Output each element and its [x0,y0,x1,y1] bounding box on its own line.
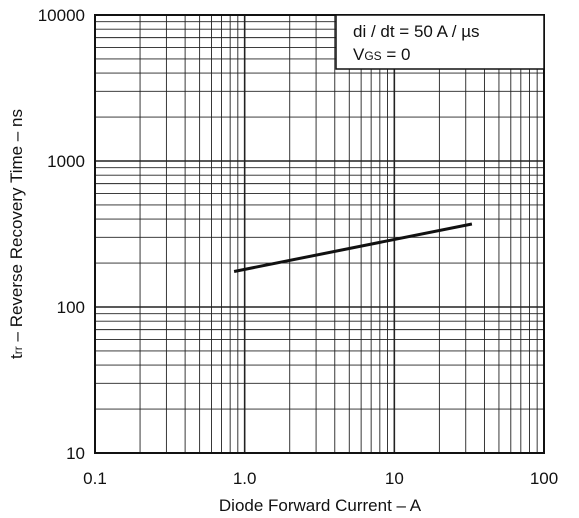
y-tick-label: 10 [66,444,85,463]
x-tick-label: 100 [530,469,558,488]
annotation-line-2: VGS = 0 [353,45,411,64]
x-tick-label: 0.1 [83,469,107,488]
x-tick-label: 1.0 [233,469,257,488]
x-tick-labels: 0.1 1.0 10 100 [83,469,558,488]
grid [95,15,544,453]
x-tick-label: 10 [385,469,404,488]
series-line-0 [233,222,473,273]
y-tick-label: 10000 [38,6,85,25]
annotation-box [335,14,545,70]
y-tick-label: 1000 [47,152,85,171]
series-layer [233,222,473,273]
annotation-line-1: di / dt = 50 A / µs [353,22,480,41]
y-tick-label: 100 [57,298,85,317]
plot-frame [94,14,545,454]
x-axis-label: Diode Forward Current – A [219,496,422,515]
y-tick-labels: 10 100 1000 10000 [38,6,85,463]
y-axis-label: trr – Reverse Recovery Time – ns [7,109,26,359]
